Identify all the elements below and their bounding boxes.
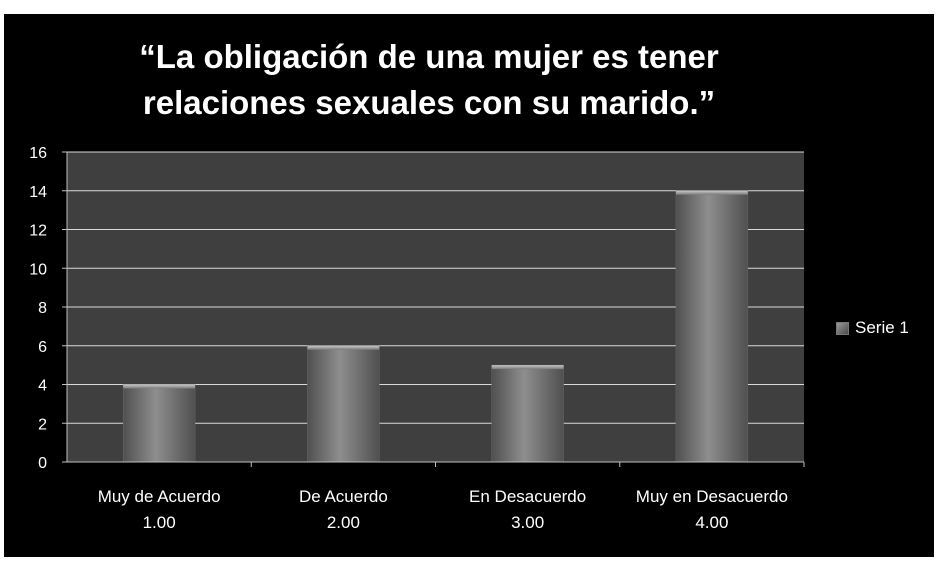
y-tick-label: 4 xyxy=(38,378,47,395)
y-axis: 0 2 4 6 8 10 12 14 16 xyxy=(29,145,68,472)
y-tick-label: 8 xyxy=(38,300,47,317)
legend-label: Serie 1 xyxy=(855,318,909,337)
x-tick-code: 3.00 xyxy=(511,513,544,532)
y-tick-label: 12 xyxy=(29,223,47,240)
bar xyxy=(307,345,380,463)
chart-title-line-1: “La obligación de una mujer es tener xyxy=(139,38,719,75)
bar xyxy=(122,384,196,463)
x-tick-label: Muy de Acuerdo xyxy=(98,487,221,506)
x-tick-code: 4.00 xyxy=(695,513,728,532)
x-tick-code: 2.00 xyxy=(327,513,360,532)
bar-top-highlight xyxy=(675,190,748,195)
bar-top-highlight xyxy=(491,365,564,370)
chart-title: “La obligación de una mujer es tener rel… xyxy=(64,34,794,126)
bars xyxy=(122,190,749,463)
legend: Serie 1 xyxy=(836,318,909,338)
y-tick-label: 2 xyxy=(38,416,47,433)
x-axis: Muy de Acuerdo 1.00 De Acuerdo 2.00 En Desac… xyxy=(67,461,805,532)
bar xyxy=(675,190,749,463)
bar xyxy=(491,364,564,463)
chart-title-line-2: relaciones sexuales con su marido.” xyxy=(142,84,716,121)
y-tick-label: 10 xyxy=(29,261,47,278)
bar-top-highlight xyxy=(123,384,196,389)
y-tick-label: 14 xyxy=(29,184,47,201)
legend-swatch xyxy=(836,321,849,335)
x-tick-label: En Desacuerdo xyxy=(469,487,586,506)
x-tick-code: 1.00 xyxy=(143,513,176,532)
x-tick-label: De Acuerdo xyxy=(299,487,388,506)
x-tick-label: Muy en Desacuerdo xyxy=(636,487,788,506)
y-tick-label: 0 xyxy=(38,455,47,472)
bar-top-highlight xyxy=(307,345,380,350)
y-tick-label: 16 xyxy=(29,145,47,162)
y-tick-label: 6 xyxy=(38,339,47,356)
